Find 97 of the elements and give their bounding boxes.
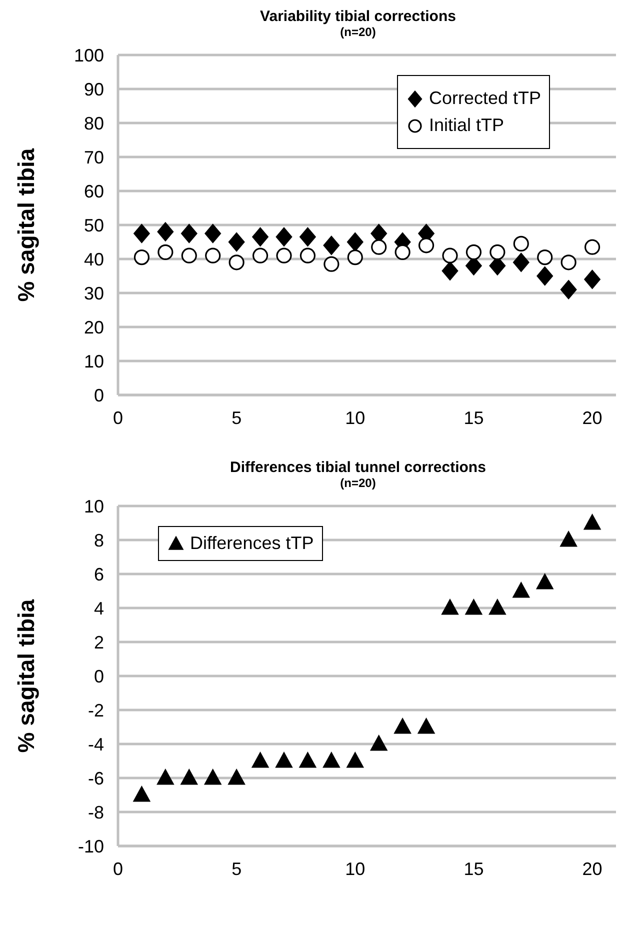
point [465,599,482,615]
point [134,224,150,244]
point [441,599,459,615]
point [157,222,174,242]
point [276,248,292,264]
point [370,735,388,751]
y-tick-label: -6 [88,768,104,788]
x-tick-label: 10 [345,858,366,879]
chart-subtitle: (n=20) [339,25,377,39]
point [560,531,578,547]
x-tick-label: 20 [582,858,602,879]
y-tick-label: 10 [84,351,104,372]
point [346,752,364,768]
point [560,280,577,300]
y-tick-label: 20 [84,317,104,338]
y-tick-label: -4 [88,734,104,754]
y-tick-label: 0 [94,385,104,406]
point [560,254,576,270]
point [584,270,600,289]
legend-label: Corrected tTP [428,88,541,109]
point [205,248,221,264]
point [536,266,554,286]
x-tick-label: 5 [232,858,242,879]
chart-title: Differences tibial tunnel corrections [229,459,487,476]
point [134,250,150,266]
y-tick-label: 30 [84,283,104,304]
point [536,574,554,590]
x-tick-label: 15 [464,858,484,879]
point [584,239,600,255]
point [584,514,601,530]
y-tick-label: 0 [94,666,104,686]
point [300,227,316,246]
point [158,244,174,260]
point [512,252,530,272]
point [371,239,387,255]
y-tick-label: 70 [84,147,104,168]
point [275,752,293,768]
y-tick-label: 4 [94,598,104,618]
point [228,769,246,785]
legend-label: Initial tTP [428,115,504,136]
x-tick-label: 20 [582,408,602,428]
point [418,718,435,734]
y-tick-label: 2 [94,632,104,652]
point [466,244,482,260]
x-tick-label: 10 [345,408,366,428]
point [324,256,340,272]
y-tick-label: 90 [84,79,104,100]
x-tick-label: 0 [112,858,124,879]
y-tick-label: 10 [84,496,104,516]
point [537,250,553,266]
point [323,236,340,255]
point [394,244,410,260]
y-tick-label: 60 [84,181,104,202]
point [442,248,458,264]
y-tick-label: 6 [94,564,104,584]
point [276,227,292,246]
y-tick-label: 40 [84,249,104,270]
point [252,752,269,768]
point [512,582,530,598]
point [180,224,198,244]
y-tick-label: -10 [78,836,104,856]
chart-subtitle: (n=20) [339,476,377,490]
point [322,752,340,768]
legend-box: Differences tTP [158,526,323,561]
point [156,769,174,785]
point [346,232,364,252]
point [347,250,363,266]
point [133,786,150,802]
y-tick-label: 8 [94,530,104,550]
point [181,248,197,264]
point [252,248,268,264]
y-tick-label: 50 [84,215,104,236]
y-axis-title: % sagital tibia [13,599,40,753]
point [299,752,316,768]
x-tick-label: 15 [464,408,484,428]
point [300,248,316,264]
chart-title: Variability tibial corrections [259,8,457,25]
point [204,224,222,244]
point [204,769,222,785]
x-tick-label: 5 [232,408,242,428]
legend-label: Differences tTP [190,533,314,554]
point [490,244,506,260]
point [252,227,268,246]
y-axis-title: % sagital tibia [13,148,40,302]
point [394,718,412,734]
point [228,254,244,270]
point [228,232,245,252]
y-tick-label: -8 [88,802,104,822]
point [180,769,198,785]
y-tick-label: -2 [88,700,104,720]
y-tick-label: 80 [84,113,104,134]
point [513,236,529,252]
x-tick-label: 0 [112,408,124,428]
y-tick-label: 100 [74,45,104,66]
point [442,261,458,280]
point [418,238,434,254]
point [488,599,506,615]
